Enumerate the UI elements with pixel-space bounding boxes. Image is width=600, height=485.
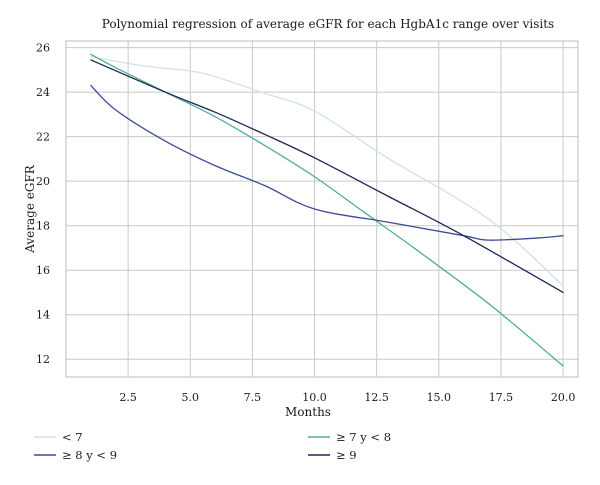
y-tick-label: 22 bbox=[36, 131, 50, 144]
chart-title: Polynomial regression of average eGFR fo… bbox=[102, 17, 554, 31]
x-tick-label: 17.5 bbox=[489, 391, 514, 404]
legend-label: ≥ 8 y < 9 bbox=[62, 448, 117, 462]
x-tick-label: 15.0 bbox=[427, 391, 452, 404]
x-axis-ticks: 2.5 5.0 7.5 10.0 12.5 15.0 17.5 20.0 bbox=[119, 391, 575, 404]
grid-lines bbox=[66, 41, 578, 377]
y-tick-label: 24 bbox=[36, 86, 50, 99]
x-tick-label: 20.0 bbox=[551, 391, 576, 404]
x-axis-label: Months bbox=[285, 405, 331, 419]
x-tick-label: 2.5 bbox=[119, 391, 137, 404]
series-lines bbox=[90, 53, 564, 367]
y-tick-label: 12 bbox=[36, 353, 50, 366]
y-tick-label: 16 bbox=[36, 264, 50, 277]
plot-frame bbox=[65, 40, 579, 378]
series-line-4 bbox=[90, 59, 564, 294]
x-tick-label: 7.5 bbox=[244, 391, 262, 404]
y-tick-label: 14 bbox=[36, 309, 50, 322]
x-tick-label: 5.0 bbox=[182, 391, 200, 404]
x-tick-label: 10.0 bbox=[302, 391, 327, 404]
series-line-1 bbox=[90, 55, 564, 287]
legend-label: ≥ 9 bbox=[336, 448, 357, 462]
x-tick-label: 12.5 bbox=[364, 391, 389, 404]
y-tick-label: 18 bbox=[36, 220, 50, 233]
y-tick-label: 26 bbox=[36, 42, 50, 55]
series-line-2 bbox=[90, 53, 564, 367]
legend: < 7 ≥ 7 y < 8 ≥ 8 y < 9 ≥ 9 bbox=[34, 430, 391, 462]
y-axis-label: Average eGFR bbox=[23, 164, 37, 254]
legend-label: < 7 bbox=[62, 430, 83, 444]
legend-label: ≥ 7 y < 8 bbox=[336, 430, 391, 444]
series-line-3 bbox=[90, 84, 564, 241]
y-axis-ticks: 12 14 16 18 20 22 24 26 bbox=[36, 42, 50, 367]
y-tick-label: 20 bbox=[36, 175, 50, 188]
